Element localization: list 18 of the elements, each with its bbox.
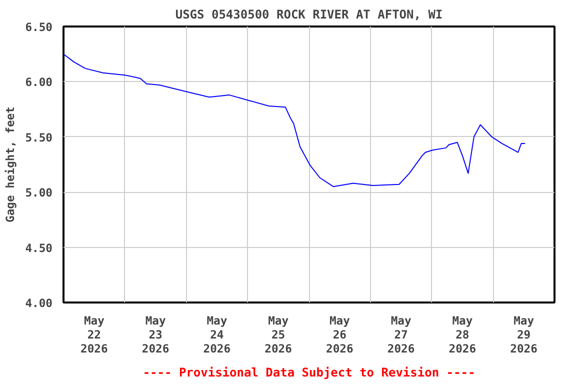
x-tick-label: May 27 2026 [387,314,415,356]
x-tick-label: May 24 2026 [203,314,231,356]
y-tick-label: 6.50 [25,20,53,34]
y-axis-title: Gage height, feet [3,106,18,222]
x-tick-label: May 29 2026 [510,314,538,356]
y-tick-label: 6.00 [25,75,53,90]
x-tick-label: May 26 2026 [326,314,354,356]
y-tick-label: 4.50 [25,240,53,255]
text: ---- Provisional Data Subject to Revision ---- [142,366,476,380]
x-tick-label: May 22 2026 [80,314,108,356]
x-tick-label: May 25 2026 [264,314,292,356]
line-series [64,54,526,188]
x-tick-label: May 23 2026 [142,314,170,356]
y-tick-label: 5.50 [25,130,53,144]
y-tick-label: 4.00 [25,296,53,310]
y-tick-label: 5.00 [25,186,53,200]
x-tick-label: May 28 2026 [448,314,476,356]
chart-title: USGS 05430500 ROCK RIVER AT AFTON, WI [175,8,443,22]
